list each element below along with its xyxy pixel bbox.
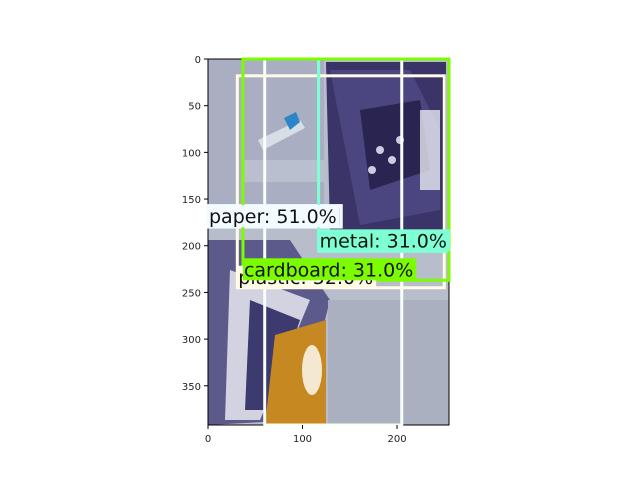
axis-ticks: 0 100 200 0 50 100 150 200 250 300 350 bbox=[182, 55, 407, 445]
y-tick-label-7: 350 bbox=[182, 382, 201, 393]
y-tick-label-6: 300 bbox=[182, 335, 201, 346]
detection-label-bg-0 bbox=[208, 205, 340, 228]
y-tick-label-1: 50 bbox=[188, 102, 201, 113]
detection-boxes: paper: 51.0%plastic: 52.0%metal: 31.0%ca… bbox=[206, 57, 451, 427]
detection-label-2: metal: 31.0% bbox=[320, 230, 447, 252]
x-tick-label-2: 200 bbox=[387, 434, 406, 445]
photo-image bbox=[208, 59, 449, 425]
detection-label-bg-3 bbox=[242, 258, 417, 281]
y-tick-label-0: 0 bbox=[195, 55, 201, 66]
x-tick-label-1: 100 bbox=[293, 434, 312, 445]
y-tick-label-2: 100 bbox=[182, 148, 201, 159]
detection-label-bg-2 bbox=[318, 229, 450, 252]
detection-label-0: paper: 51.0% bbox=[209, 206, 337, 228]
y-tick-label-3: 150 bbox=[182, 195, 201, 206]
detection-label-3: cardboard: 31.0% bbox=[244, 259, 413, 281]
x-tick-label-0: 0 bbox=[205, 434, 211, 445]
y-tick-label-5: 250 bbox=[182, 288, 201, 299]
y-tick-label-4: 200 bbox=[182, 242, 201, 253]
